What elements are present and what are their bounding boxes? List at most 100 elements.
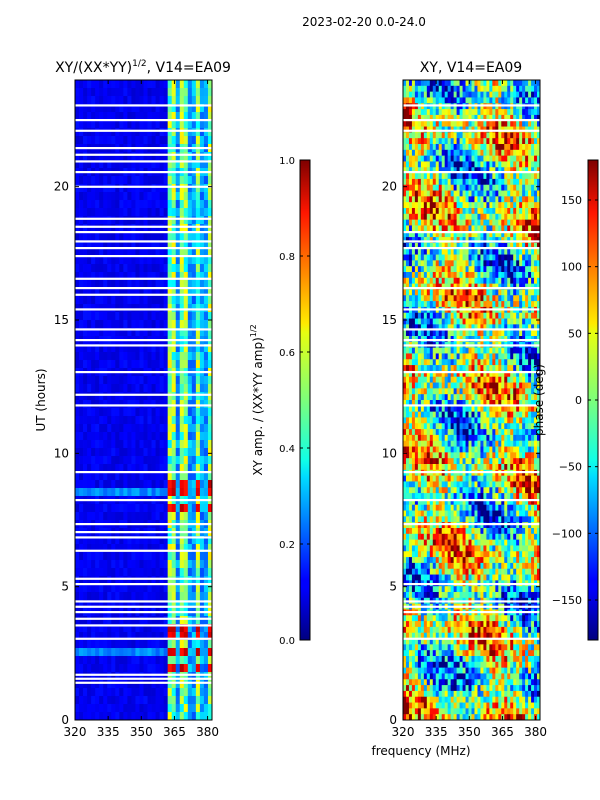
heatmap-cell [151,440,156,449]
heatmap-cell [99,192,104,201]
heatmap-cell [513,248,517,255]
heatmap-cell [495,144,499,151]
heatmap-cell [453,219,458,226]
heatmap-cell [471,144,475,151]
heatmap-cell [462,97,466,104]
amplitude-heatmap [75,80,212,720]
heatmap-cell [123,256,128,265]
heatmap-cell [498,237,502,244]
heatmap-cell [147,88,152,97]
heatmap-cell [522,231,526,238]
heatmap-cell [459,155,463,162]
heatmap-cell [504,248,508,255]
heatmap-cell [432,318,437,325]
heatmap-cell [429,178,434,186]
heatmap-cell [187,656,193,665]
heatmap-cell [79,400,84,409]
heatmap-cell [525,219,529,226]
heatmap-cell [495,318,499,325]
heatmap-cell [171,240,177,249]
heatmap-cell [528,277,532,285]
heatmap-cell [537,196,540,203]
heatmap-cell [163,536,169,545]
heatmap-cell [147,104,152,113]
heatmap-cell [131,112,136,121]
heatmap-cell [155,88,161,97]
heatmap-cell [522,301,526,308]
heatmap-cell [111,704,116,713]
heatmap-cell [159,424,165,433]
heatmap-cell [127,208,132,217]
heatmap-cell [474,202,478,209]
heatmap-cell [115,640,120,649]
heatmap-cell [155,488,161,497]
heatmap-cell [191,320,197,329]
heatmap-cell [513,254,517,261]
heatmap-cell [528,109,532,116]
heatmap-cell [477,248,481,255]
heatmap-cell [179,464,185,473]
heatmap-cell [450,213,455,221]
heatmap-cell [504,289,508,296]
heatmap-cell [474,208,478,215]
heatmap-cell [91,432,96,441]
heatmap-cell [111,360,116,369]
heatmap-cell [468,266,472,273]
heatmap-cell [522,138,526,145]
heatmap-cell [103,376,108,385]
heatmap-cell [171,600,177,609]
heatmap-cell [423,155,428,162]
heatmap-cell [459,213,463,221]
heatmap-cell [75,104,80,113]
heatmap-cell [516,272,520,279]
heatmap-cell [199,320,205,329]
heatmap-cell [91,600,96,609]
heatmap-cell [131,688,136,697]
heatmap-cell [459,126,463,133]
heatmap-cell [127,360,132,369]
heatmap-cell [420,324,425,331]
heatmap-cell [480,132,484,139]
heatmap-cell [91,200,96,209]
heatmap-cell [453,202,458,209]
heatmap-cell [191,648,197,657]
heatmap-cell [483,277,487,285]
heatmap-cell [103,136,108,145]
heatmap-cell [207,456,212,465]
heatmap-cell [203,440,209,449]
heatmap-cell [534,178,538,186]
heatmap-cell [167,152,173,161]
heatmap-cell [477,330,481,337]
heatmap-cell [151,128,156,137]
heatmap-cell [107,352,112,361]
heatmap-cell [151,616,156,625]
heatmap-cell [462,330,466,337]
heatmap-cell [207,352,212,361]
heatmap-cell [171,392,177,401]
heatmap-cell [471,283,475,290]
heatmap-cell [510,196,514,203]
heatmap-cell [143,704,148,713]
heatmap-cell [151,480,156,489]
heatmap-cell [179,88,185,97]
heatmap-cell [155,392,161,401]
heatmap-cell [522,266,526,273]
heatmap-cell [119,616,124,625]
heatmap-cell [534,132,538,139]
heatmap-cell [534,190,538,197]
heatmap-cell [489,132,493,139]
flagged-row [75,577,212,580]
heatmap-cell [420,242,425,250]
flagged-row [75,624,212,627]
heatmap-cell [480,231,484,238]
heatmap-cell [111,624,116,633]
heatmap-cell [135,448,140,457]
heatmap-cell [483,173,487,180]
heatmap-cell [465,272,469,279]
heatmap-cell [75,640,80,649]
heatmap-cell [408,109,413,116]
heatmap-cell [195,160,201,169]
heatmap-cell [139,392,144,401]
heatmap-cell [207,424,212,433]
heatmap-cell [199,552,205,561]
